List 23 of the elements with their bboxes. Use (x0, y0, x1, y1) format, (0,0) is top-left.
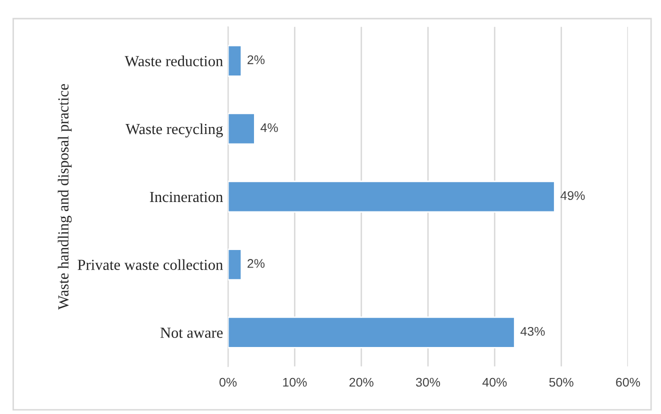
bar (228, 316, 516, 348)
x-tick-label: 60% (616, 378, 640, 387)
x-tick-label: 40% (482, 378, 507, 387)
y-tick-label: Waste recycling (126, 123, 223, 138)
bar (228, 112, 256, 145)
x-tick-label: 20% (349, 378, 374, 387)
y-tick-label: Waste reduction (124, 56, 223, 66)
data-label: 2% (248, 55, 265, 64)
bar (228, 44, 242, 77)
bar (228, 248, 242, 281)
data-label: 4% (260, 123, 278, 132)
y-tick-label: Not aware (160, 328, 223, 338)
y-tick-label: Incineration (150, 192, 223, 202)
y-axis-title: Waste handling and disposal practice (58, 84, 72, 310)
x-tick-label: 50% (549, 378, 574, 387)
x-tick-label: 30% (416, 378, 440, 387)
x-tick-label: 0% (220, 378, 237, 387)
data-label: 2% (248, 259, 265, 268)
x-tick-label: 10% (283, 378, 307, 387)
data-label: 49% (560, 191, 585, 200)
y-tick-label: Private waste collection (78, 259, 223, 270)
bar (228, 180, 556, 213)
data-label: 43% (520, 326, 545, 336)
